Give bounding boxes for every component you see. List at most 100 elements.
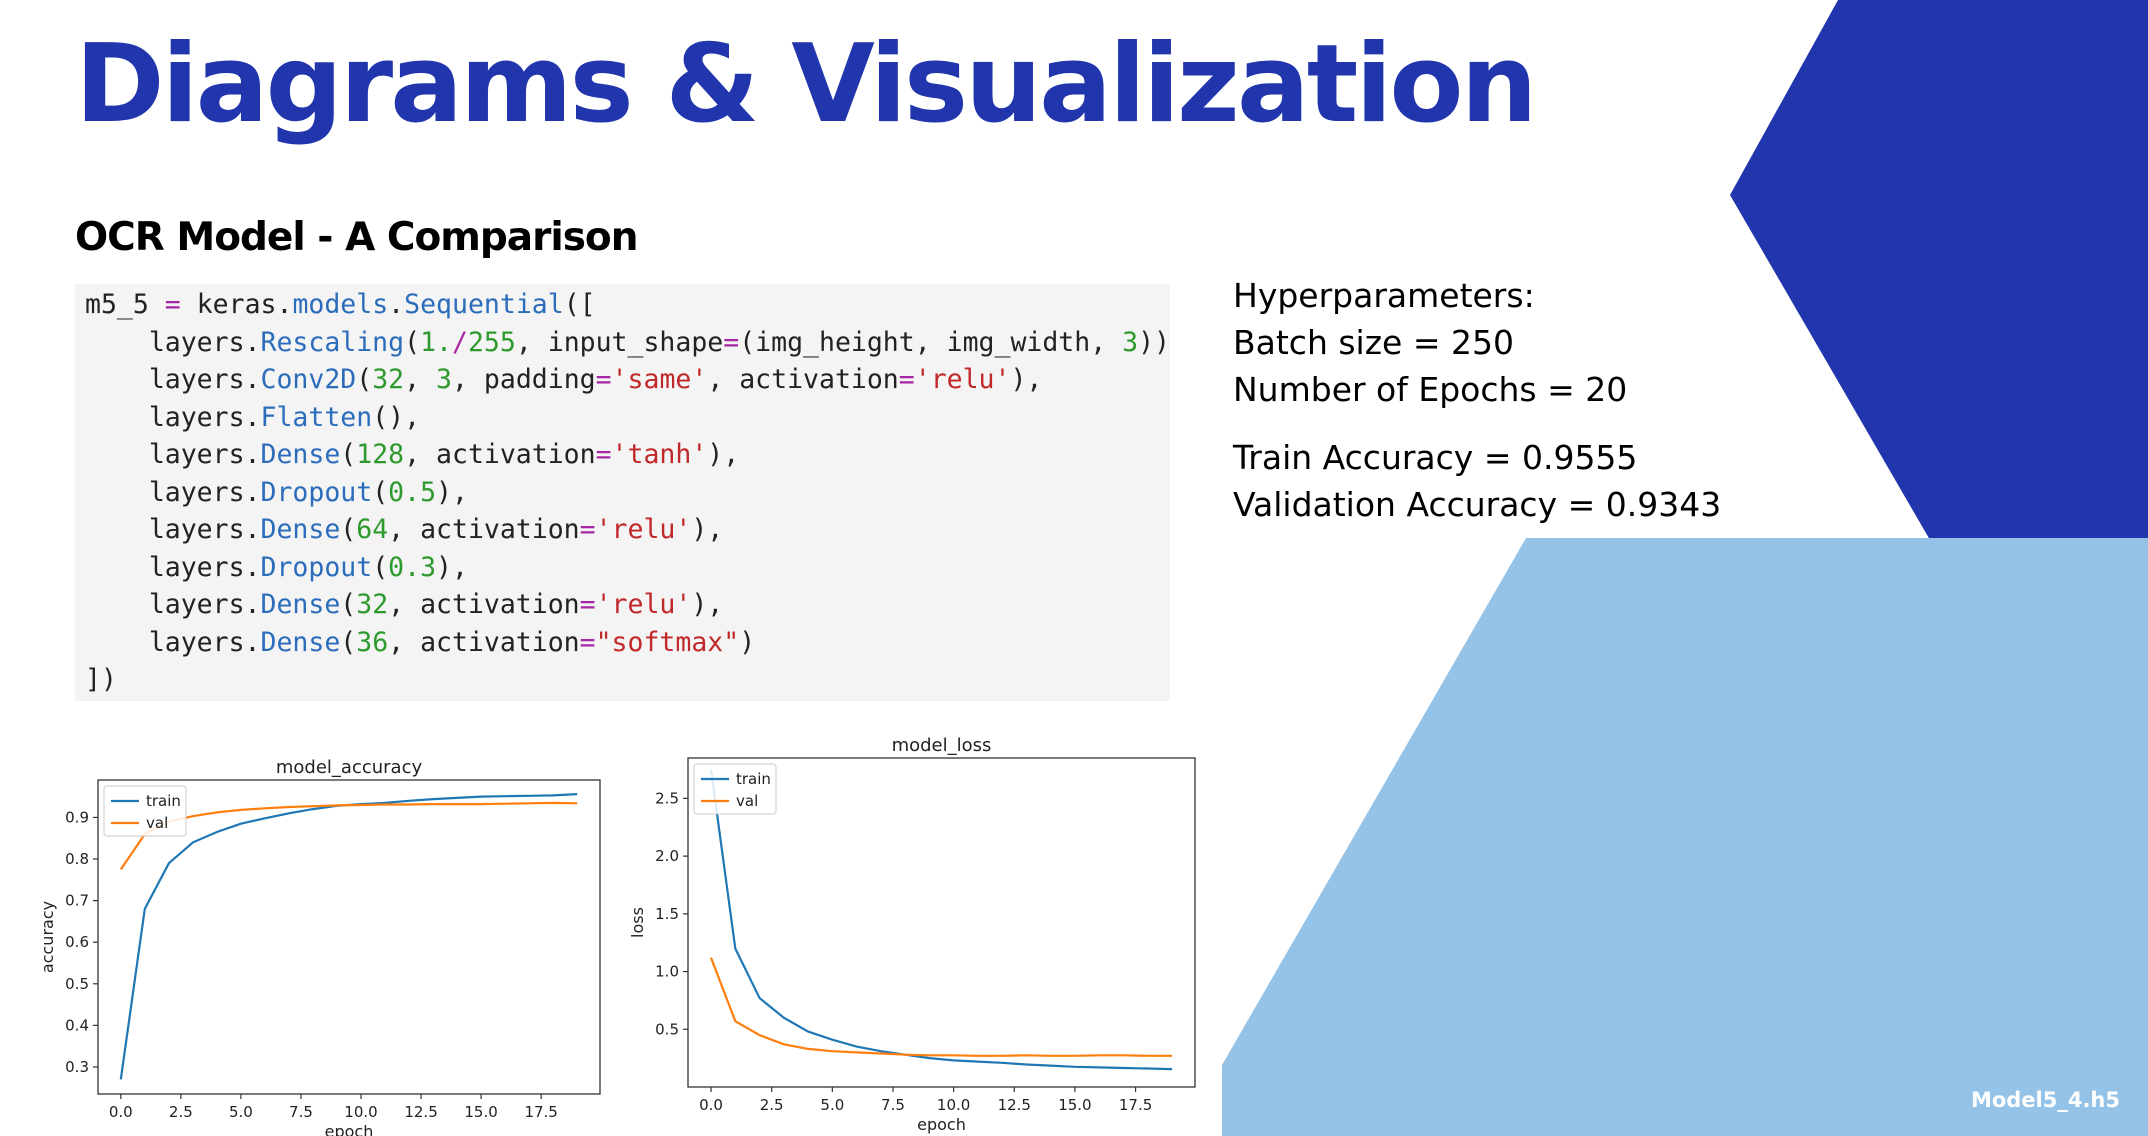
code-token: (: [372, 551, 389, 583]
y-axis-label: accuracy: [38, 901, 57, 973]
y-tick-label: 1.5: [655, 905, 679, 923]
y-tick-label: 0.5: [65, 975, 89, 993]
plot-frame: [97, 779, 601, 1095]
code-token: Rescaling: [260, 326, 405, 358]
code-token: 36: [356, 626, 389, 658]
code-token: 128: [356, 439, 405, 470]
code-token: (: [340, 514, 357, 545]
code-token: ),: [436, 476, 468, 508]
code-line: layers.Rescaling(1./255, input_shape=(im…: [85, 324, 1170, 362]
code-token: 'same': [611, 364, 708, 395]
code-token: =: [595, 439, 612, 470]
code-token: (img_height, img_width,: [739, 326, 1123, 358]
x-axis-label: epoch: [917, 1115, 966, 1134]
code-token: Flatten: [260, 401, 373, 433]
code-token: ([: [563, 289, 596, 320]
code-token: Dense: [260, 589, 341, 620]
x-tick-label: 12.5: [998, 1096, 1031, 1114]
code-token: layers.: [85, 439, 261, 470]
code-token: Sequential: [404, 289, 564, 320]
x-tick-label: 15.0: [464, 1103, 497, 1121]
code-token: "softmax": [595, 626, 740, 658]
x-tick-label: 2.5: [169, 1103, 193, 1121]
code-token: =: [898, 364, 915, 395]
code-line: ]): [85, 661, 1170, 699]
code-token: layers.: [85, 626, 261, 658]
code-line: m5_5 = keras.models.Sequential([: [85, 286, 1170, 324]
code-token: , activation: [388, 514, 580, 545]
code-token: (),: [372, 401, 421, 433]
code-token: layers.: [85, 476, 261, 508]
x-tick-label: 17.5: [524, 1103, 557, 1121]
x-tick-label: 15.0: [1058, 1096, 1091, 1114]
series-line-val: [709, 957, 1172, 1057]
y-tick-label: 1.0: [655, 963, 679, 981]
code-token: (: [340, 626, 357, 658]
code-token: 'relu': [914, 364, 1011, 395]
code-token: =: [723, 326, 740, 358]
code-token: , activation: [404, 439, 596, 470]
code-token: , activation: [388, 589, 580, 620]
x-tick-label: 7.5: [881, 1096, 905, 1114]
y-tick-label: 0.6: [65, 933, 89, 951]
x-tick-label: 0.0: [699, 1096, 723, 1114]
code-token: ,: [404, 364, 437, 395]
code-token: 255: [467, 326, 516, 358]
code-token: , input_shape: [515, 326, 724, 358]
code-token: =: [579, 589, 596, 620]
code-token: Dense: [260, 626, 341, 658]
x-tick-label: 7.5: [289, 1103, 313, 1121]
code-line: layers.Dropout(0.5),: [85, 474, 1170, 512]
code-token: Conv2D: [260, 364, 357, 395]
code-line: layers.Dense(64, activation='relu'),: [85, 511, 1170, 549]
code-token: 0.5: [388, 476, 437, 508]
code-token: keras.: [180, 289, 293, 320]
code-line: layers.Conv2D(32, 3, padding='same', act…: [85, 361, 1170, 399]
code-token: Dropout: [260, 551, 373, 583]
code-token: ]): [85, 664, 117, 695]
code-block: m5_5 = keras.models.Sequential([ layers.…: [75, 284, 1170, 701]
y-tick-label: 0.8: [65, 850, 89, 868]
code-token: (: [340, 439, 357, 470]
code-line: layers.Dense(36, activation="softmax"): [85, 624, 1170, 662]
plot-frame: [687, 757, 1196, 1088]
legend-label-val: val: [736, 792, 758, 810]
code-token: layers.: [85, 551, 261, 583]
legend-label-train: train: [736, 770, 771, 788]
code-line: layers.Dropout(0.3),: [85, 549, 1170, 587]
code-line: layers.Flatten(),: [85, 399, 1170, 437]
y-tick-label: 0.9: [65, 808, 89, 826]
code-token: Dense: [260, 514, 341, 545]
validation-accuracy-text: Validation Accuracy = 0.9343: [1233, 485, 1722, 524]
code-token: models: [292, 289, 389, 320]
batch-size-text: Batch size = 250: [1233, 323, 1514, 362]
light-blue-shape: [1222, 538, 2148, 1136]
code-token: Dense: [260, 439, 341, 470]
series-line-val: [119, 801, 578, 871]
code-line: layers.Dense(32, activation='relu'),: [85, 586, 1170, 624]
code-token: =: [579, 626, 596, 658]
code-token: =: [595, 364, 612, 395]
chart-title: model_accuracy: [276, 757, 423, 778]
x-tick-label: 0.0: [109, 1103, 133, 1121]
code-token: 1.: [420, 326, 452, 358]
code-token: (: [372, 476, 389, 508]
code-token: layers.: [85, 589, 261, 620]
y-tick-label: 2.0: [655, 847, 679, 865]
code-token: 'relu': [595, 589, 692, 620]
x-tick-label: 2.5: [760, 1096, 784, 1114]
code-token: 32: [356, 589, 389, 620]
x-tick-label: 5.0: [820, 1096, 844, 1114]
code-token: layers.: [85, 514, 261, 545]
code-token: 3: [436, 364, 453, 395]
code-token: m5_5: [85, 289, 165, 320]
code-line: layers.Dense(128, activation='tanh'),: [85, 436, 1170, 474]
slide-subtitle: OCR Model - A Comparison: [75, 215, 638, 260]
code-token: /: [451, 326, 468, 358]
series-line-train: [119, 793, 578, 1080]
legend-label-train: train: [146, 792, 181, 810]
y-tick-label: 0.5: [655, 1020, 679, 1038]
x-tick-label: 10.0: [937, 1096, 970, 1114]
code-token: )),: [1138, 326, 1170, 358]
